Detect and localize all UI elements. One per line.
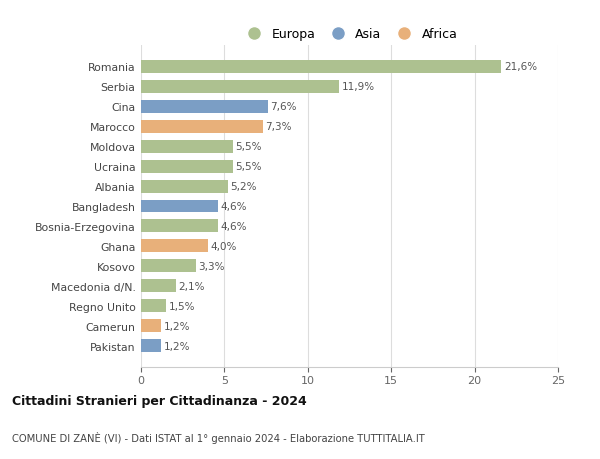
Bar (141, 101, 268, 113)
Text: 7,6%: 7,6% (270, 102, 297, 112)
Bar (141, 200, 218, 213)
Text: 7,3%: 7,3% (265, 122, 292, 132)
Text: COMUNE DI ZANÈ (VI) - Dati ISTAT al 1° gennaio 2024 - Elaborazione TUTTITALIA.IT: COMUNE DI ZANÈ (VI) - Dati ISTAT al 1° g… (12, 431, 425, 442)
Bar (141, 61, 501, 73)
Text: 4,0%: 4,0% (210, 241, 236, 252)
Text: 11,9%: 11,9% (342, 82, 375, 92)
Text: 21,6%: 21,6% (504, 62, 537, 72)
Bar (141, 80, 340, 93)
Bar (141, 320, 161, 333)
Bar (141, 340, 161, 353)
Legend: Europa, Asia, Africa: Europa, Asia, Africa (236, 23, 463, 46)
Text: 1,5%: 1,5% (169, 301, 195, 311)
Bar (141, 260, 196, 273)
Text: 2,1%: 2,1% (179, 281, 205, 291)
Bar (141, 280, 176, 293)
Text: 1,2%: 1,2% (164, 321, 190, 331)
Text: 5,5%: 5,5% (235, 162, 262, 172)
Bar (141, 160, 233, 173)
Text: 1,2%: 1,2% (164, 341, 190, 351)
Text: 5,5%: 5,5% (235, 142, 262, 152)
Bar (141, 300, 166, 313)
Bar (141, 120, 263, 133)
Text: 4,6%: 4,6% (220, 222, 247, 231)
Text: Cittadini Stranieri per Cittadinanza - 2024: Cittadini Stranieri per Cittadinanza - 2… (12, 394, 307, 407)
Text: 4,6%: 4,6% (220, 202, 247, 212)
Bar (141, 180, 228, 193)
Text: 3,3%: 3,3% (199, 261, 225, 271)
Text: 5,2%: 5,2% (230, 182, 257, 191)
Bar (141, 220, 218, 233)
Bar (141, 140, 233, 153)
Bar (141, 240, 208, 253)
